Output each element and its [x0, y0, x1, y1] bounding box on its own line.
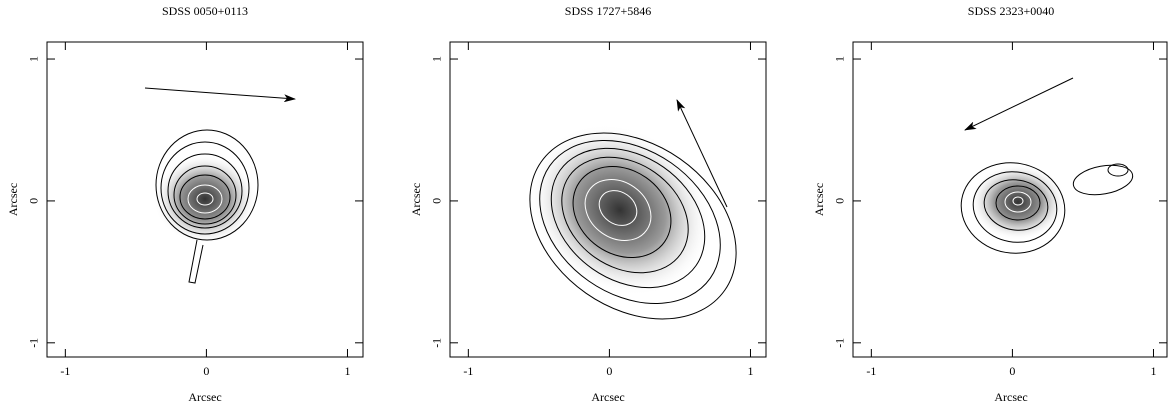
y-tick-label: 0 [27, 198, 41, 204]
x-tick-label: 1 [1150, 364, 1156, 378]
arrow [145, 88, 295, 99]
y-axis-label: Arcsec [6, 183, 20, 216]
x-axis-label: Arcsec [994, 390, 1027, 404]
panel: SDSS 2323+0040 Arcsec Arcsec -1 0 1 -1 0 1 [812, 4, 1167, 404]
x-tick-label: 1 [747, 364, 753, 378]
panel: SDSS 0050+0113 Arcsec Arcsec -1 0 1 -1 0 1 [6, 4, 363, 404]
y-tick-label: 0 [833, 198, 847, 204]
figure: SDSS 0050+0113ArcsecArcsec-101-101SDSS 1… [0, 0, 1168, 411]
x-tick-label: -1 [60, 364, 70, 378]
x-tick-label: 0 [1009, 364, 1015, 378]
y-tick-label: 1 [430, 56, 444, 62]
y-tick-label: -1 [27, 338, 41, 348]
x-axis-label: Arcsec [188, 390, 221, 404]
arrow [965, 78, 1073, 130]
x-tick-label: -1 [463, 364, 473, 378]
y-tick-label: -1 [430, 338, 444, 348]
y-tick-label: 1 [27, 56, 41, 62]
panel-title: SDSS 2323+0040 [968, 4, 1054, 18]
x-tick-label: 0 [203, 364, 209, 378]
x-tick-label: 0 [606, 364, 612, 378]
y-tick-label: 0 [430, 198, 444, 204]
y-tick-label: -1 [833, 338, 847, 348]
x-axis-label: Arcsec [591, 390, 624, 404]
panel: SDSS 1727+5846 Arcsec Arcsec -1 0 1 -1 0 1 [409, 4, 772, 404]
panel-title: SDSS 0050+0113 [162, 4, 248, 18]
y-axis-label: Arcsec [812, 183, 826, 216]
x-tick-label: 1 [344, 364, 350, 378]
contour [189, 240, 203, 283]
y-tick-label: 1 [833, 56, 847, 62]
y-axis-label: Arcsec [409, 183, 423, 216]
image-blob [495, 89, 744, 330]
x-tick-label: -1 [866, 364, 876, 378]
contour [1071, 161, 1135, 199]
panel-title: SDSS 1727+5846 [565, 4, 651, 18]
